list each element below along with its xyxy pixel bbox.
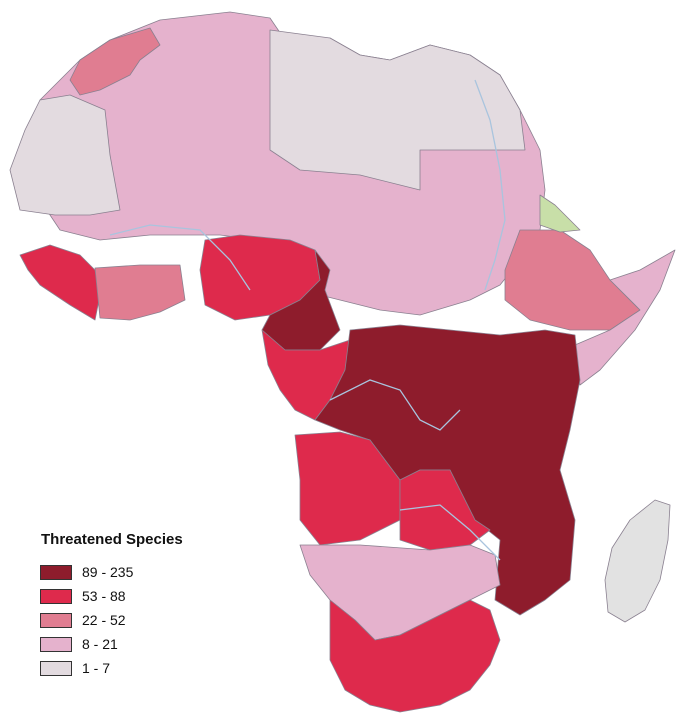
legend-item: 53 - 88: [40, 584, 240, 608]
legend-item: 8 - 21: [40, 632, 240, 656]
region-south-africa: [329, 599, 501, 713]
river-congo: [329, 379, 461, 431]
region-eritrea: [539, 194, 581, 233]
river-niger: [109, 224, 251, 291]
legend-title: Threatened Species: [41, 531, 183, 548]
river-nile: [474, 79, 506, 291]
legend-label: 22 - 52: [82, 612, 126, 628]
legend: Threatened Species 89 - 235 53 - 88 22 -…: [40, 531, 240, 680]
legend-swatch: [40, 612, 72, 628]
region-somalia: [574, 249, 676, 386]
legend-item: 1 - 7: [40, 656, 240, 680]
legend-swatch: [40, 660, 72, 676]
region-madagascar: [604, 499, 671, 623]
region-morocco: [69, 27, 161, 96]
region-ivory-coast: [94, 264, 186, 321]
region-libya-egypt: [269, 29, 526, 191]
region-mauritania: [9, 94, 121, 216]
legend-item: 89 - 235: [40, 560, 240, 584]
legend-swatch: [40, 588, 72, 604]
legend-swatch: [40, 636, 72, 652]
legend-label: 8 - 21: [82, 636, 118, 652]
river-zambezi: [399, 504, 501, 561]
legend-label: 89 - 235: [82, 564, 134, 580]
legend-label: 1 - 7: [82, 660, 111, 676]
legend-label: 53 - 88: [82, 588, 126, 604]
legend-swatch: [40, 564, 72, 580]
region-guinea: [19, 244, 101, 321]
legend-item: 22 - 52: [40, 608, 240, 632]
region-angola: [294, 431, 401, 546]
